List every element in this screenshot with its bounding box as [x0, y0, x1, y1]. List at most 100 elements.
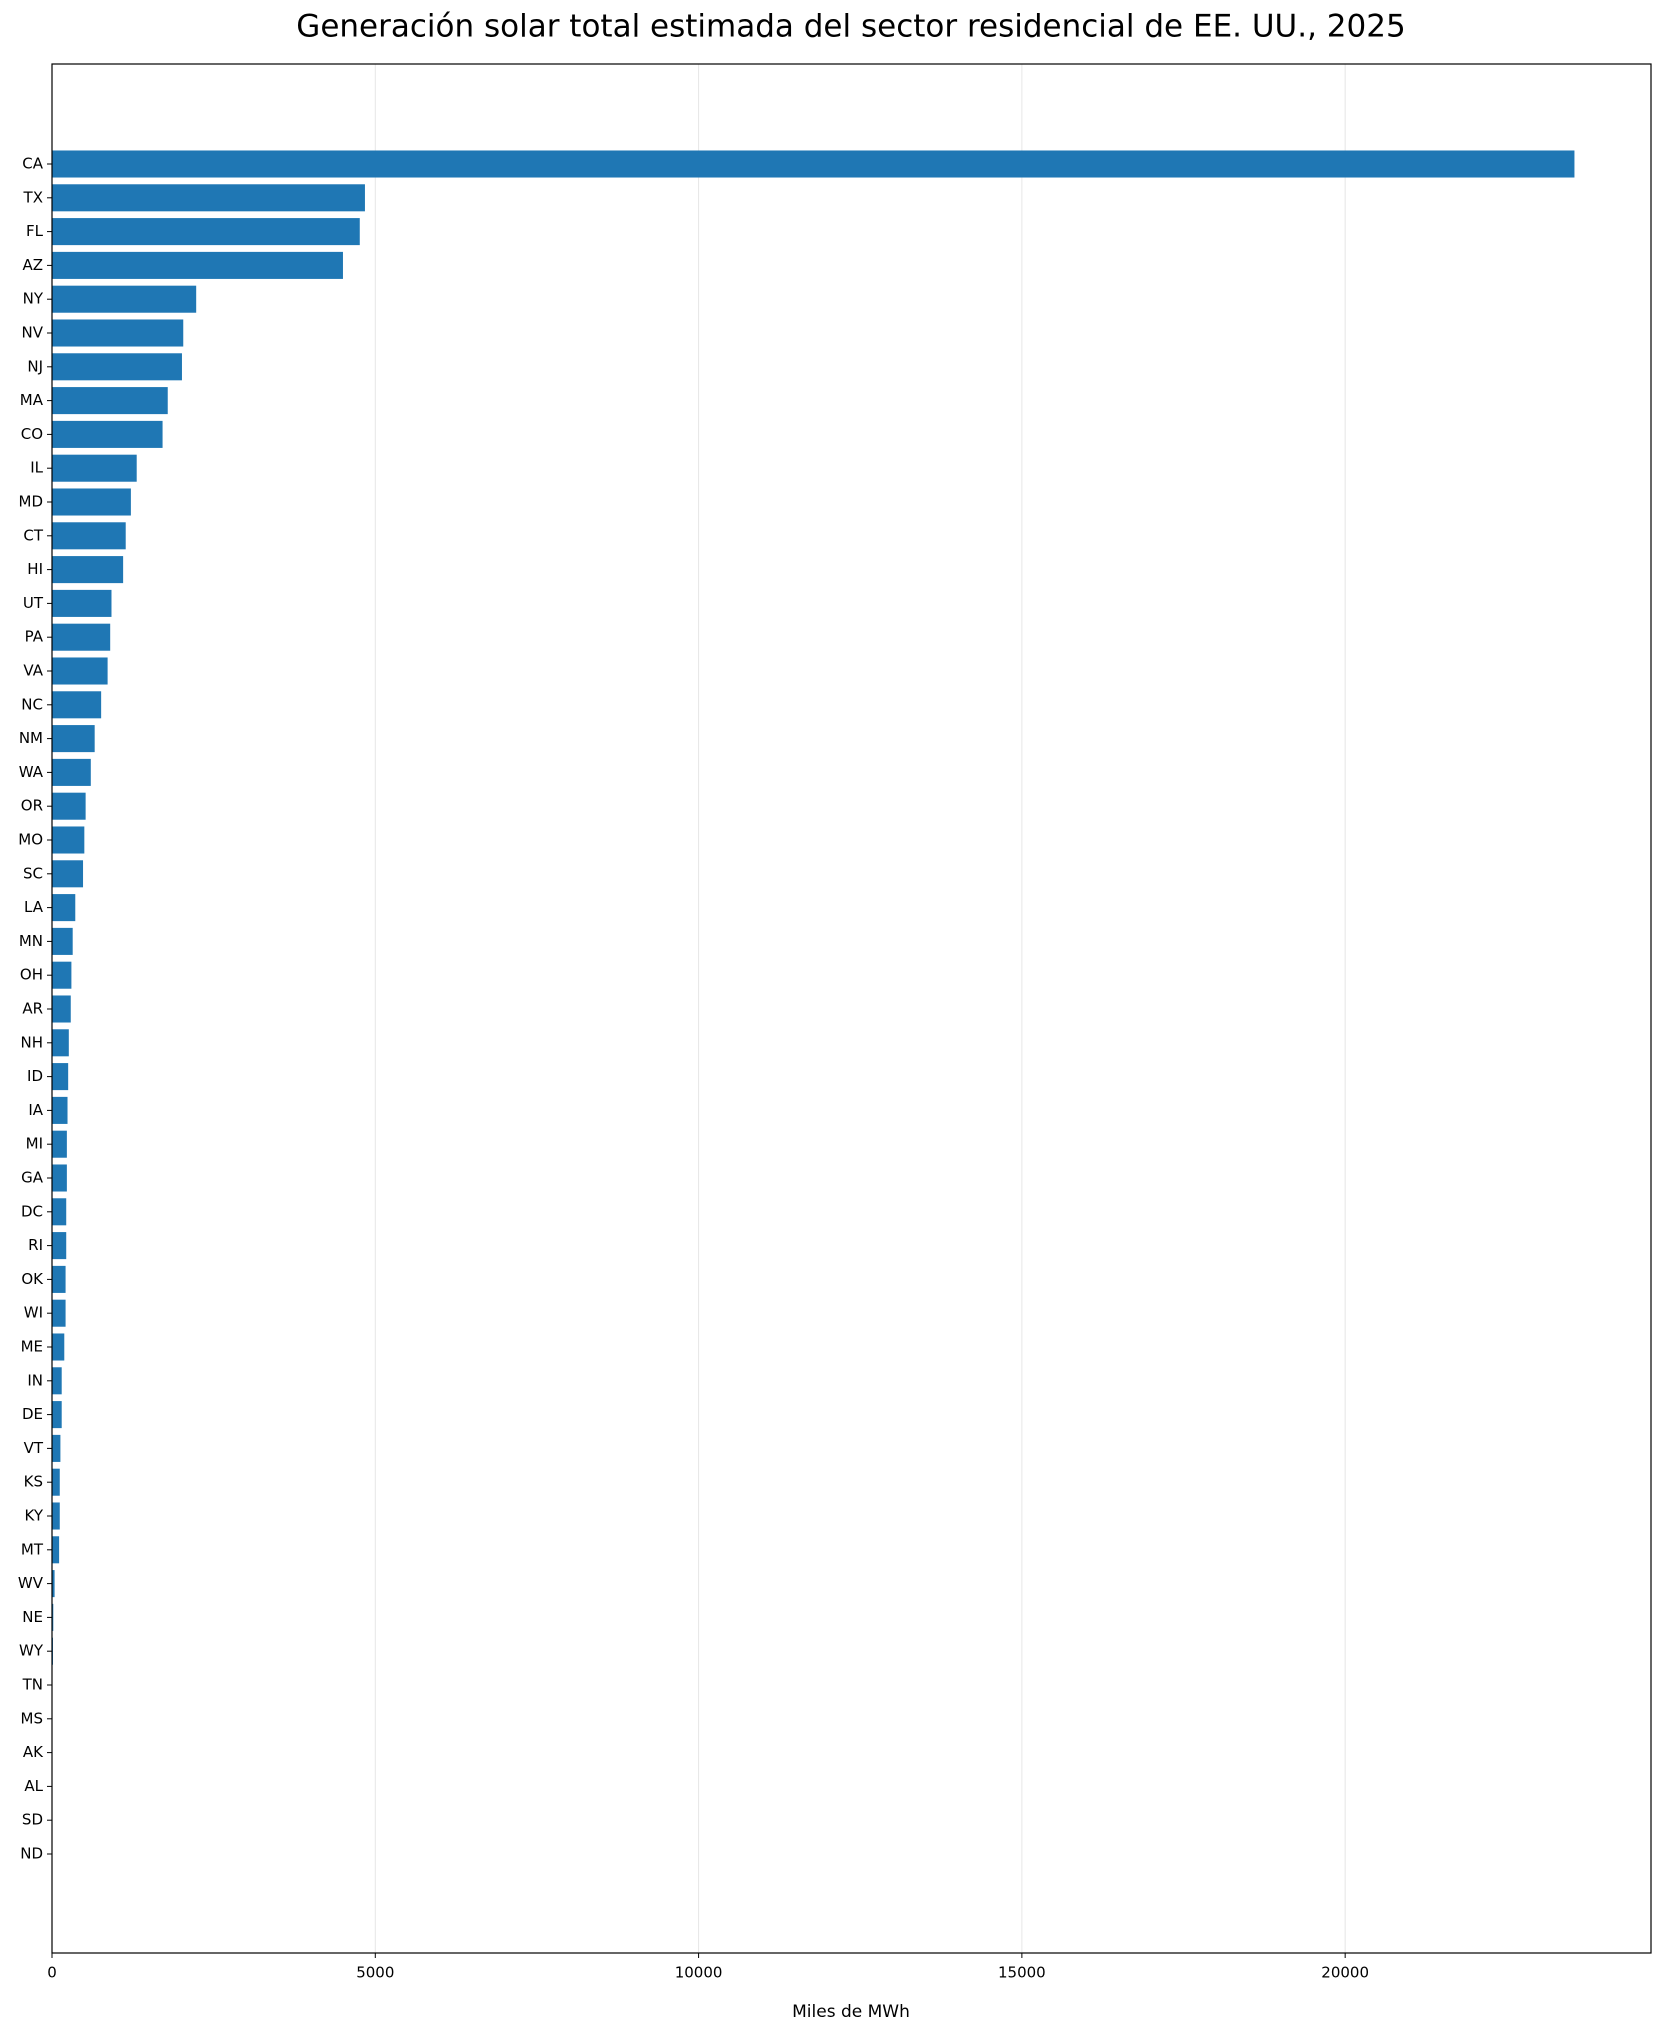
plot-frame	[51, 63, 1652, 1954]
bar	[52, 184, 365, 212]
bar	[52, 1502, 60, 1530]
y-tick-label: KY	[25, 1507, 44, 1525]
y-tick-label: MD	[19, 493, 44, 511]
y-tick-label: ID	[27, 1067, 43, 1085]
x-tick-label: 0	[47, 1964, 57, 1982]
y-tick-label: MN	[19, 932, 43, 950]
y-tick-label: IN	[27, 1371, 43, 1389]
y-tick-label: MT	[21, 1540, 44, 1558]
bar	[52, 1401, 62, 1429]
y-tick-label: WY	[19, 1642, 44, 1660]
bar	[52, 961, 72, 989]
bar	[52, 826, 85, 854]
bar	[52, 792, 86, 820]
bar	[52, 1164, 67, 1192]
y-tick-label: NJ	[27, 357, 43, 375]
bar	[52, 1198, 67, 1226]
x-tick-label: 20000	[1321, 1964, 1369, 1982]
bar	[52, 927, 73, 955]
x-tick-label: 10000	[675, 1964, 723, 1982]
bar	[52, 420, 163, 448]
bar	[52, 860, 84, 888]
y-tick-label: WA	[19, 763, 44, 781]
bar	[52, 1299, 66, 1327]
bar	[52, 657, 108, 685]
bar	[52, 894, 76, 922]
y-tick-label: DE	[22, 1405, 43, 1423]
x-tick-label: 15000	[998, 1964, 1046, 1982]
y-tick-label: MO	[18, 831, 43, 849]
bar	[52, 1536, 60, 1564]
y-tick-label: TN	[22, 1676, 43, 1694]
y-tick-label: AR	[22, 1000, 43, 1018]
y-tick-label: DC	[21, 1202, 43, 1220]
bar	[52, 1130, 67, 1158]
y-tick-label: PA	[25, 628, 44, 646]
y-tick-label: GA	[21, 1169, 44, 1187]
bar	[52, 1367, 62, 1395]
y-tick-label: MS	[21, 1709, 43, 1727]
x-axis-label: Miles de MWh	[792, 2002, 910, 2022]
bar	[52, 1570, 55, 1598]
y-tick-label: IL	[30, 459, 43, 477]
y-tick-label: HI	[27, 560, 43, 578]
y-tick-label: CO	[21, 425, 43, 443]
bar	[52, 1029, 69, 1057]
bar	[52, 454, 137, 482]
bar	[52, 691, 102, 719]
y-tick-label: WV	[18, 1574, 44, 1592]
y-tick-label: OK	[21, 1270, 44, 1288]
bar	[52, 1063, 69, 1091]
bar	[52, 285, 197, 313]
y-tick-label: CT	[23, 526, 43, 544]
bar	[52, 1333, 65, 1361]
y-tick-label: MI	[26, 1135, 43, 1153]
y-tick-label: AL	[24, 1777, 43, 1795]
bar	[52, 1232, 67, 1260]
y-tick-label: OH	[20, 966, 43, 984]
y-tick-label: ND	[20, 1845, 43, 1863]
bar	[52, 522, 126, 550]
y-tick-label: NV	[22, 324, 44, 342]
bar	[52, 589, 112, 617]
y-tick-label: AK	[23, 1743, 44, 1761]
y-tick-label: AZ	[22, 256, 43, 274]
y-tick-label: ME	[21, 1338, 43, 1356]
bar	[52, 488, 131, 516]
y-tick-label: TX	[23, 188, 43, 206]
bar	[52, 218, 360, 246]
y-tick-label: SD	[22, 1811, 43, 1829]
chart-title: Generación solar total estimada del sect…	[296, 9, 1405, 45]
y-tick-label: IA	[28, 1101, 43, 1119]
bar	[52, 319, 184, 347]
y-tick-label: VA	[23, 662, 43, 680]
y-tick-label: VT	[24, 1439, 44, 1457]
y-tick-label: RI	[28, 1236, 43, 1254]
bar	[52, 1265, 66, 1293]
bar	[52, 725, 95, 753]
bar	[52, 387, 168, 415]
y-tick-label: LA	[24, 898, 44, 916]
bar	[52, 251, 343, 279]
bar	[52, 758, 91, 786]
y-tick-label: OR	[21, 797, 43, 815]
y-tick-label: KS	[24, 1473, 43, 1491]
y-tick-label: NC	[21, 695, 43, 713]
bar	[52, 1468, 60, 1496]
y-tick-label: NE	[22, 1608, 43, 1626]
y-tick-label: MA	[20, 391, 44, 409]
y-tick-label: SC	[23, 864, 43, 882]
y-tick-label: CA	[22, 155, 43, 173]
bar	[52, 1434, 61, 1462]
bar	[52, 1096, 68, 1124]
y-tick-label: WI	[24, 1304, 43, 1322]
bar	[52, 556, 124, 584]
y-tick-label: UT	[23, 594, 44, 612]
y-tick-label: NM	[19, 729, 43, 747]
y-tick-label: NY	[23, 290, 44, 308]
bar	[52, 150, 1575, 178]
bar	[52, 623, 111, 651]
bar	[52, 353, 182, 381]
bar	[52, 995, 71, 1023]
x-tick-label: 5000	[356, 1964, 394, 1982]
